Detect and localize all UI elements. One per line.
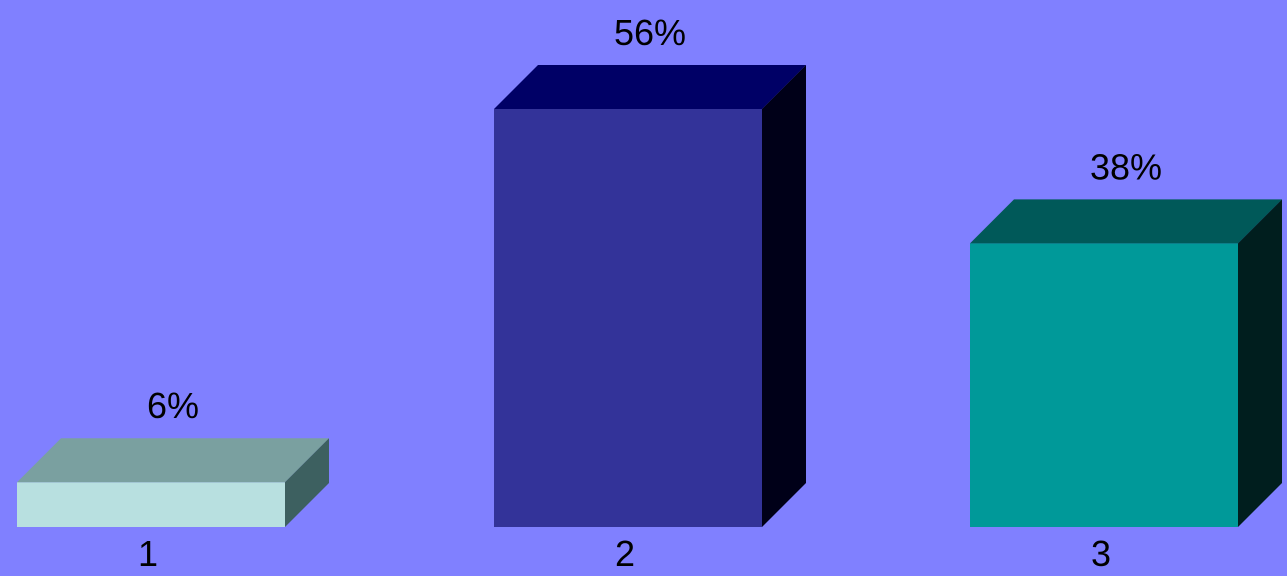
data-label-3: 38%	[1090, 146, 1162, 187]
bar-1-top	[17, 438, 329, 483]
data-label-1: 6%	[147, 385, 199, 426]
bar-3-top	[970, 199, 1282, 244]
bar-1-front	[17, 482, 285, 527]
category-label-3: 3	[1091, 533, 1111, 574]
bar-2-side	[762, 65, 806, 527]
category-label-2: 2	[615, 533, 635, 574]
bar-3	[970, 199, 1282, 527]
category-label-1: 1	[138, 533, 158, 574]
bars-group	[17, 65, 1282, 527]
bar-1-side	[285, 438, 329, 527]
bar-2-front	[494, 109, 762, 527]
bar-2-top	[494, 65, 806, 109]
labels-group: 6% 1 56% 2 38% 3	[138, 12, 1162, 574]
bar-3-front	[970, 243, 1238, 527]
data-label-2: 56%	[614, 12, 686, 53]
bar-2	[494, 65, 806, 527]
bar-3-side	[1238, 199, 1282, 527]
bar-1	[17, 438, 329, 527]
